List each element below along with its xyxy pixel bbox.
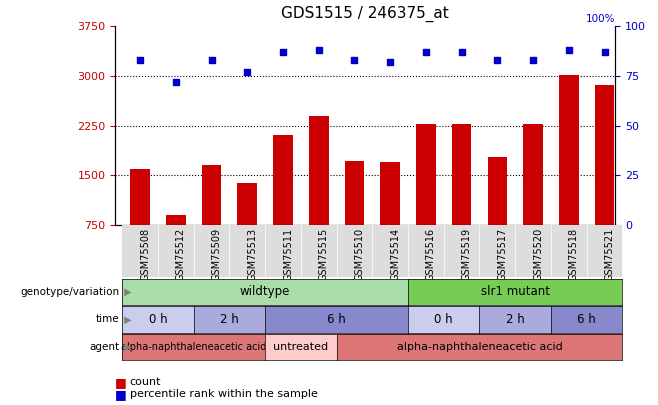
Text: time: time [95, 314, 119, 324]
Text: GSM75511: GSM75511 [283, 228, 293, 281]
Point [170, 79, 181, 85]
Text: GSM75513: GSM75513 [247, 228, 257, 281]
Text: agent: agent [89, 342, 119, 352]
Text: ▶: ▶ [121, 342, 132, 352]
Text: 6 h: 6 h [577, 313, 596, 326]
Text: GSM75512: GSM75512 [176, 228, 186, 281]
Text: untreated: untreated [273, 342, 328, 352]
Bar [595, 85, 615, 275]
Text: slr1 mutant: slr1 mutant [481, 285, 549, 298]
Bar [238, 183, 257, 275]
Bar [130, 168, 150, 275]
Text: percentile rank within the sample: percentile rank within the sample [130, 390, 318, 399]
Bar [202, 165, 221, 275]
Text: GSM75517: GSM75517 [497, 228, 507, 281]
Point [528, 57, 538, 63]
Point [420, 49, 431, 55]
Bar [309, 116, 328, 275]
Bar [380, 162, 400, 275]
Bar [416, 124, 436, 275]
Text: GSM75514: GSM75514 [390, 228, 400, 281]
Point [457, 49, 467, 55]
Bar [273, 136, 293, 275]
Text: wildtype: wildtype [240, 285, 290, 298]
Point [563, 47, 574, 53]
Text: genotype/variation: genotype/variation [20, 287, 119, 297]
Point [207, 57, 217, 63]
Bar [523, 124, 543, 275]
Text: ■: ■ [115, 376, 127, 389]
Text: GSM75510: GSM75510 [355, 228, 365, 281]
Text: ▶: ▶ [121, 287, 132, 297]
Text: 0 h: 0 h [149, 313, 167, 326]
Bar [166, 215, 186, 275]
Text: GSM75515: GSM75515 [318, 228, 329, 281]
Text: 6 h: 6 h [327, 313, 346, 326]
Point [385, 59, 395, 65]
Text: GSM75521: GSM75521 [605, 228, 615, 281]
Bar [452, 124, 471, 275]
Point [278, 49, 288, 55]
Text: 2 h: 2 h [220, 313, 239, 326]
Text: GSM75509: GSM75509 [212, 228, 222, 281]
Text: GSM75520: GSM75520 [533, 228, 543, 281]
Point [492, 57, 503, 63]
Text: 0 h: 0 h [434, 313, 453, 326]
Text: alpha-naphthaleneacetic acid: alpha-naphthaleneacetic acid [121, 342, 266, 352]
Text: GSM75516: GSM75516 [426, 228, 436, 281]
Text: GSM75508: GSM75508 [140, 228, 150, 281]
Text: GSM75519: GSM75519 [462, 228, 472, 281]
Point [599, 49, 610, 55]
Text: 100%: 100% [586, 14, 615, 24]
Point [135, 57, 145, 63]
Text: count: count [130, 377, 161, 387]
Text: 2 h: 2 h [506, 313, 524, 326]
Point [313, 47, 324, 53]
Bar [345, 161, 365, 275]
Bar [488, 157, 507, 275]
Title: GDS1515 / 246375_at: GDS1515 / 246375_at [282, 6, 449, 22]
Text: alpha-naphthaleneacetic acid: alpha-naphthaleneacetic acid [397, 342, 563, 352]
Point [242, 69, 253, 75]
Text: ▶: ▶ [121, 314, 132, 324]
Text: ■: ■ [115, 388, 127, 401]
Bar [559, 75, 578, 275]
Point [349, 57, 360, 63]
Text: GSM75518: GSM75518 [569, 228, 579, 281]
